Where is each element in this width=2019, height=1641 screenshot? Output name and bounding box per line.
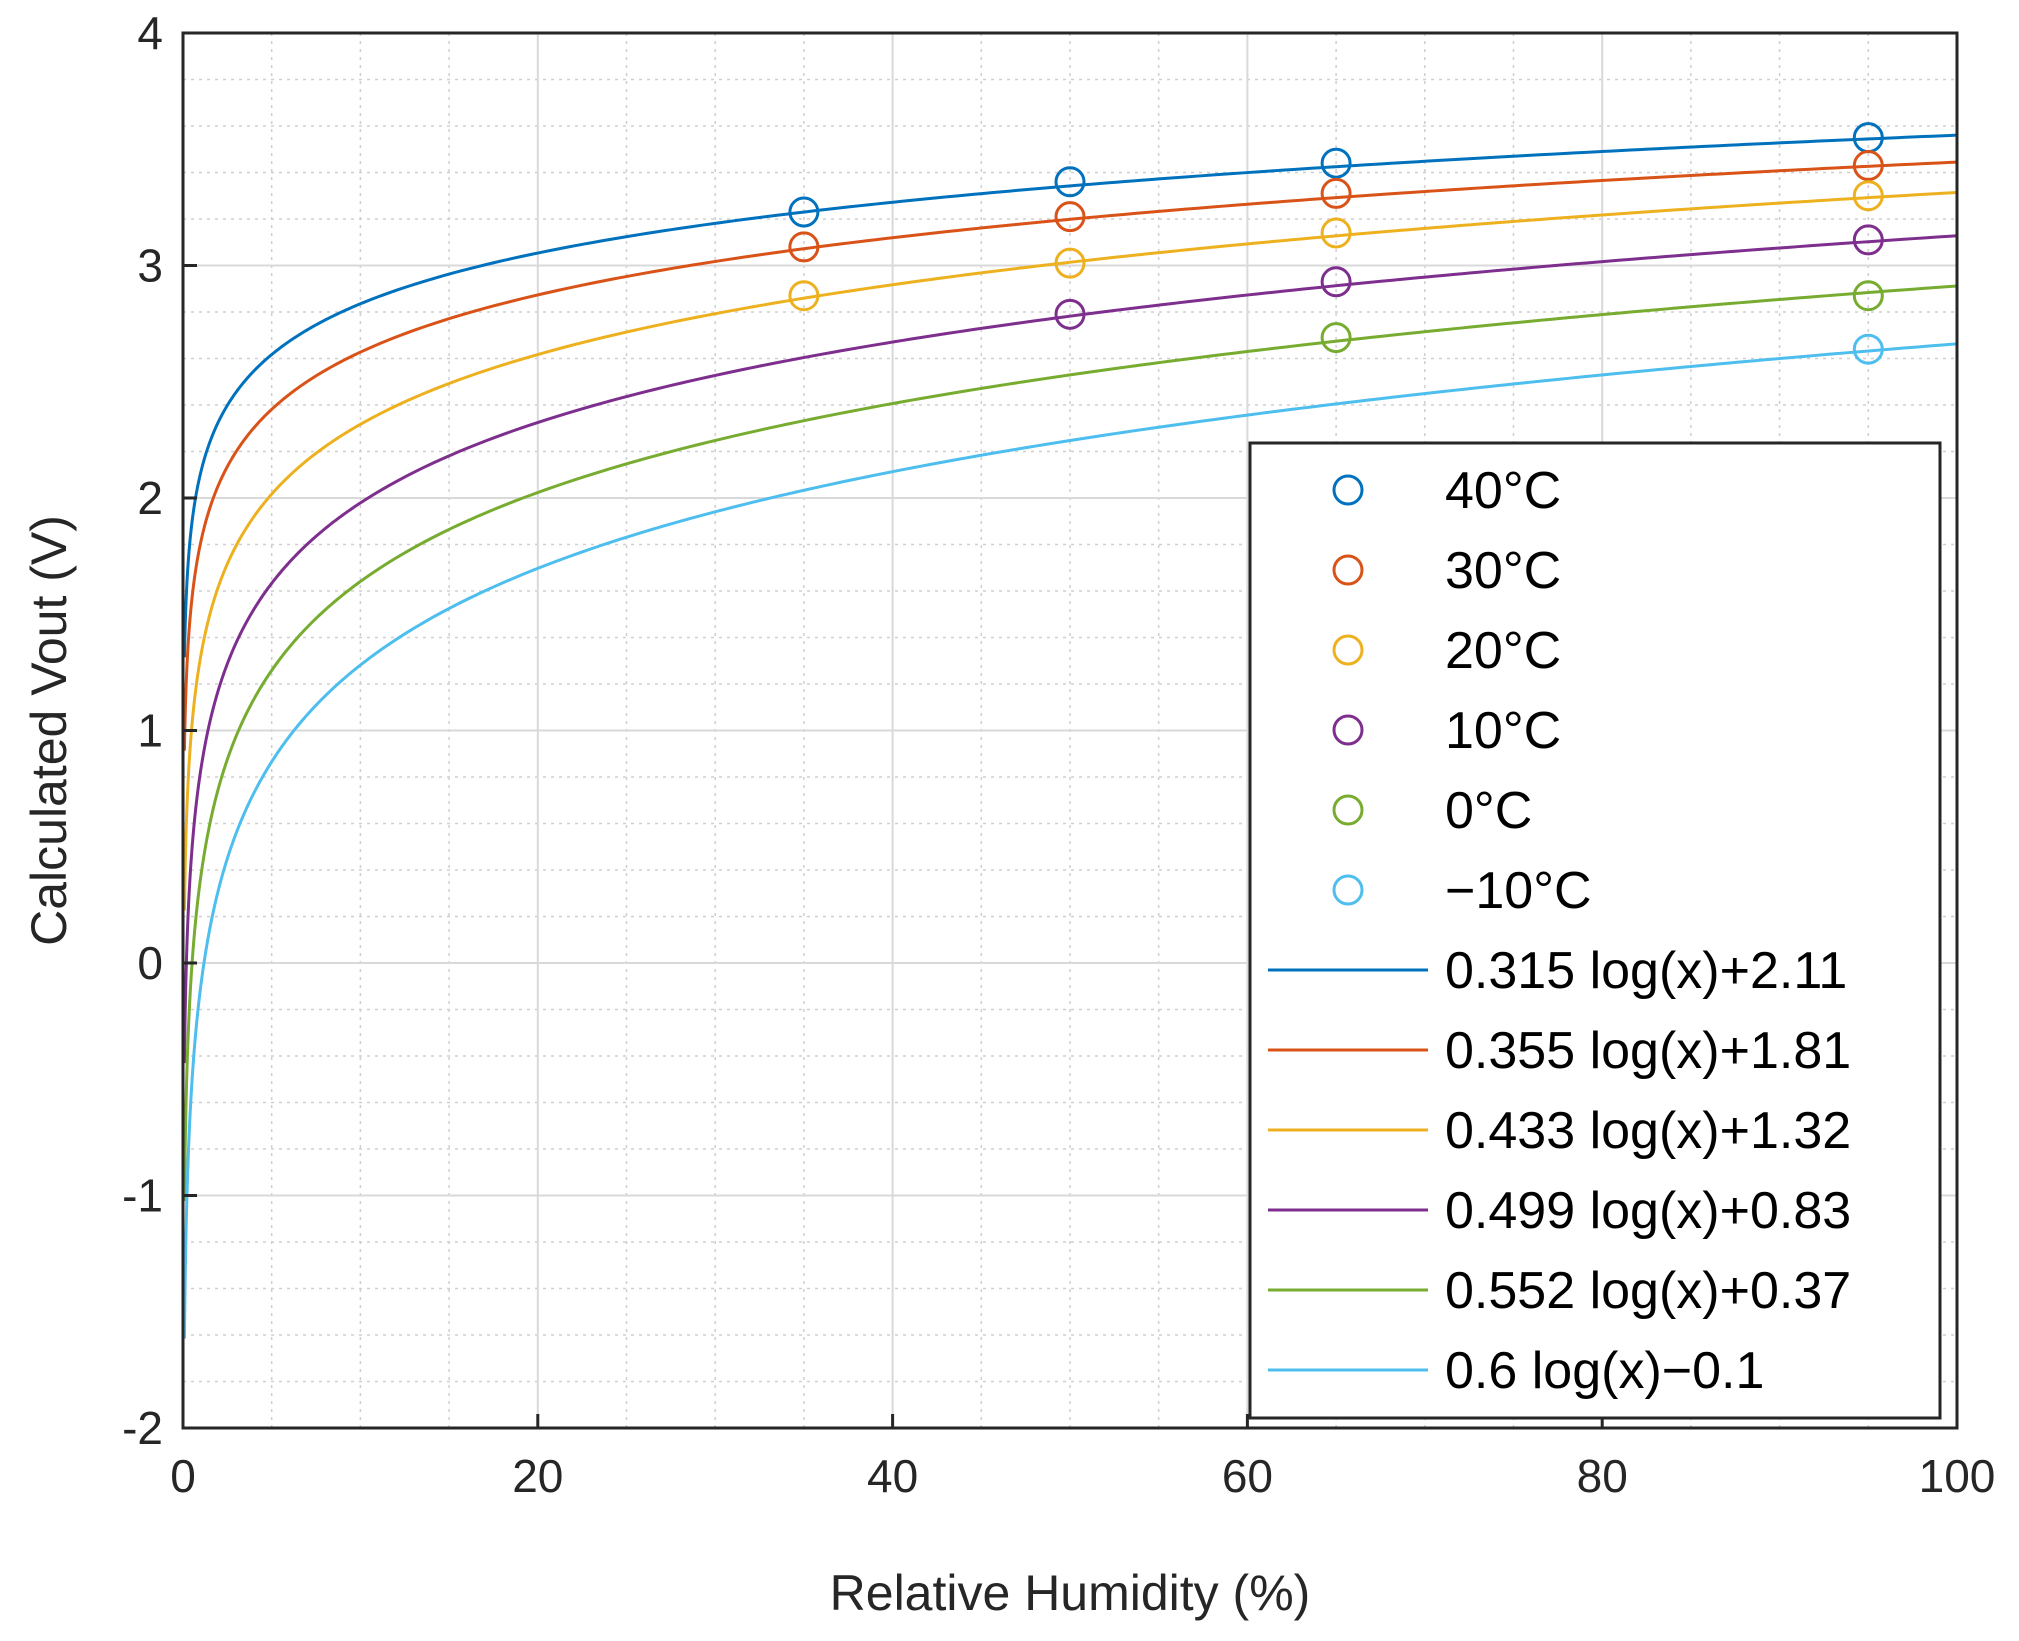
legend-label: 0.552 log(x)+0.37 — [1445, 1262, 1851, 1320]
data-point-marker — [788, 231, 820, 263]
fit-line — [183, 284, 1957, 1202]
legend-label: 0.6 log(x)−0.1 — [1445, 1342, 1764, 1400]
legend-marker — [1332, 794, 1364, 826]
legend-marker — [1332, 474, 1364, 506]
legend-label: 0.315 log(x)+2.11 — [1445, 942, 1847, 1000]
data-point-marker — [1320, 266, 1352, 298]
data-point-marker — [1320, 322, 1352, 354]
legend-marker — [1332, 554, 1364, 586]
legend-item: 40°C — [1332, 462, 1561, 520]
legend-item: −10°C — [1332, 862, 1592, 920]
data-point-marker — [1852, 224, 1884, 256]
legend-item: 10°C — [1332, 702, 1561, 760]
fit-line — [183, 160, 1957, 751]
fit-line — [183, 234, 1957, 1064]
legend-label: 40°C — [1445, 462, 1561, 520]
legend-label: 20°C — [1445, 622, 1561, 680]
series-layer — [183, 122, 1957, 1339]
x-tick-label: 20 — [512, 1450, 563, 1502]
data-point-marker — [788, 280, 820, 312]
legend-label: 0.499 log(x)+0.83 — [1445, 1182, 1851, 1240]
legend-item: 0.552 log(x)+0.37 — [1268, 1262, 1851, 1320]
data-point-marker — [1054, 247, 1086, 279]
legend-item: 0.499 log(x)+0.83 — [1268, 1182, 1851, 1240]
x-tick-label: 40 — [867, 1450, 918, 1502]
y-tick-label: 0 — [137, 937, 163, 989]
y-tick-label: -1 — [122, 1170, 163, 1222]
legend-marker — [1332, 874, 1364, 906]
data-point-marker — [1054, 201, 1086, 233]
fit-line — [183, 342, 1957, 1339]
legend-label: 0°C — [1445, 782, 1532, 840]
data-point-marker — [1320, 147, 1352, 179]
data-point-marker — [1852, 333, 1884, 365]
fit-line — [183, 133, 1957, 658]
legend-item: 30°C — [1332, 542, 1561, 600]
y-tick-label: 4 — [137, 7, 163, 59]
y-tick-label: 1 — [137, 705, 163, 757]
data-point-marker — [1852, 280, 1884, 312]
legend-item: 0.315 log(x)+2.11 — [1268, 942, 1847, 1000]
legend-label: 0.355 log(x)+1.81 — [1445, 1022, 1851, 1080]
y-axis-label: Calculated Vout (V) — [21, 515, 77, 946]
legend-marker — [1332, 634, 1364, 666]
x-tick-label: 0 — [170, 1450, 196, 1502]
y-tick-label: 3 — [137, 240, 163, 292]
legend-item: 0.433 log(x)+1.32 — [1268, 1102, 1851, 1160]
data-point-marker — [1852, 180, 1884, 212]
legend-label: 10°C — [1445, 702, 1561, 760]
legend-item: 0.355 log(x)+1.81 — [1268, 1022, 1851, 1080]
data-point-marker — [1320, 177, 1352, 209]
y-tick-label: -2 — [122, 1402, 163, 1454]
fit-line — [183, 190, 1957, 911]
data-point-marker — [1320, 217, 1352, 249]
legend-item: 0.6 log(x)−0.1 — [1268, 1342, 1764, 1400]
legend-item: 0°C — [1332, 782, 1532, 840]
data-point-marker — [1852, 150, 1884, 182]
y-tick-label: 2 — [137, 472, 163, 524]
legend-label: 0.433 log(x)+1.32 — [1445, 1102, 1851, 1160]
legend: 40°C 30°C 20°C 10°C 0°C −10°C 0.315 log(x)+2.1… — [1248, 441, 1942, 1420]
x-tick-label: 100 — [1919, 1450, 1996, 1502]
legend-box — [1248, 441, 1942, 1420]
x-tick-label: 80 — [1577, 1450, 1628, 1502]
legend-marker — [1332, 714, 1364, 746]
data-point-marker — [1054, 166, 1086, 198]
x-axis-label: Relative Humidity (%) — [830, 1565, 1311, 1621]
legend-label: −10°C — [1445, 862, 1592, 920]
legend-item: 20°C — [1332, 622, 1561, 680]
data-point-marker — [1054, 298, 1086, 330]
legend-label: 30°C — [1445, 542, 1561, 600]
data-point-marker — [788, 196, 820, 228]
x-tick-label: 60 — [1222, 1450, 1273, 1502]
axis-ticks: 0 20 40 60 80 100 -2 -1 0 1 2 3 4 — [122, 7, 1995, 1502]
